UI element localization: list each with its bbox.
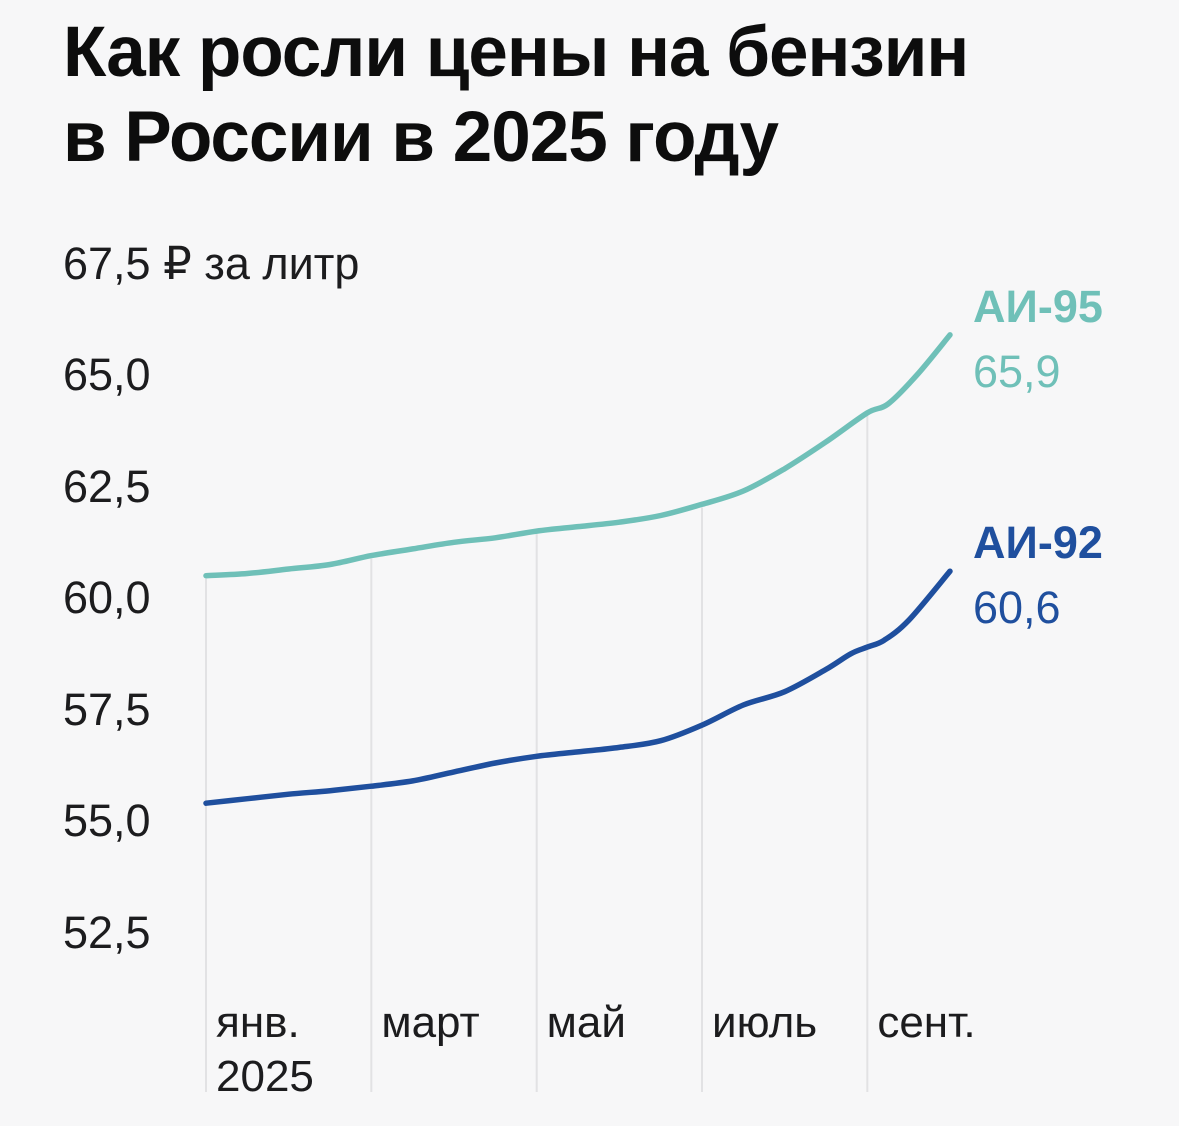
x-tick-sublabel-2025: 2025	[216, 1052, 314, 1101]
ai-92-line	[203, 568, 953, 806]
x-tick-label-май: май	[546, 998, 626, 1047]
series-end-value-ai-92: 60,6	[973, 582, 1061, 634]
y-tick-label-57-5: 57,5	[63, 683, 151, 735]
y-tick-label-62-5: 62,5	[63, 460, 151, 512]
x-tick-label-сент: сент.	[877, 998, 976, 1047]
y-tick-label-67-5: 67,5 ₽ за литр	[63, 237, 360, 289]
chart-title: Как росли цены на бензин в России в 2025…	[63, 10, 969, 180]
x-tick-label-янв: янв.	[216, 998, 300, 1047]
series-label-ai-95: АИ-95	[973, 280, 1103, 332]
y-tick-label-52-5: 52,5	[63, 906, 151, 958]
series-end-value-ai-95: 65,9	[973, 345, 1061, 397]
series-label-ai-92: АИ-92	[973, 517, 1103, 569]
y-tick-label-60: 60,0	[63, 572, 151, 623]
chart-title-line-2: в России в 2025 году	[63, 98, 779, 177]
ai-95-line	[203, 332, 953, 579]
y-tick-label-55: 55,0	[63, 795, 151, 846]
chart-title-line-1: Как росли цены на бензин	[63, 13, 969, 92]
x-tick-label-март: март	[381, 998, 480, 1047]
x-tick-label-июль: июль	[712, 998, 818, 1047]
y-tick-label-65: 65,0	[63, 349, 151, 400]
